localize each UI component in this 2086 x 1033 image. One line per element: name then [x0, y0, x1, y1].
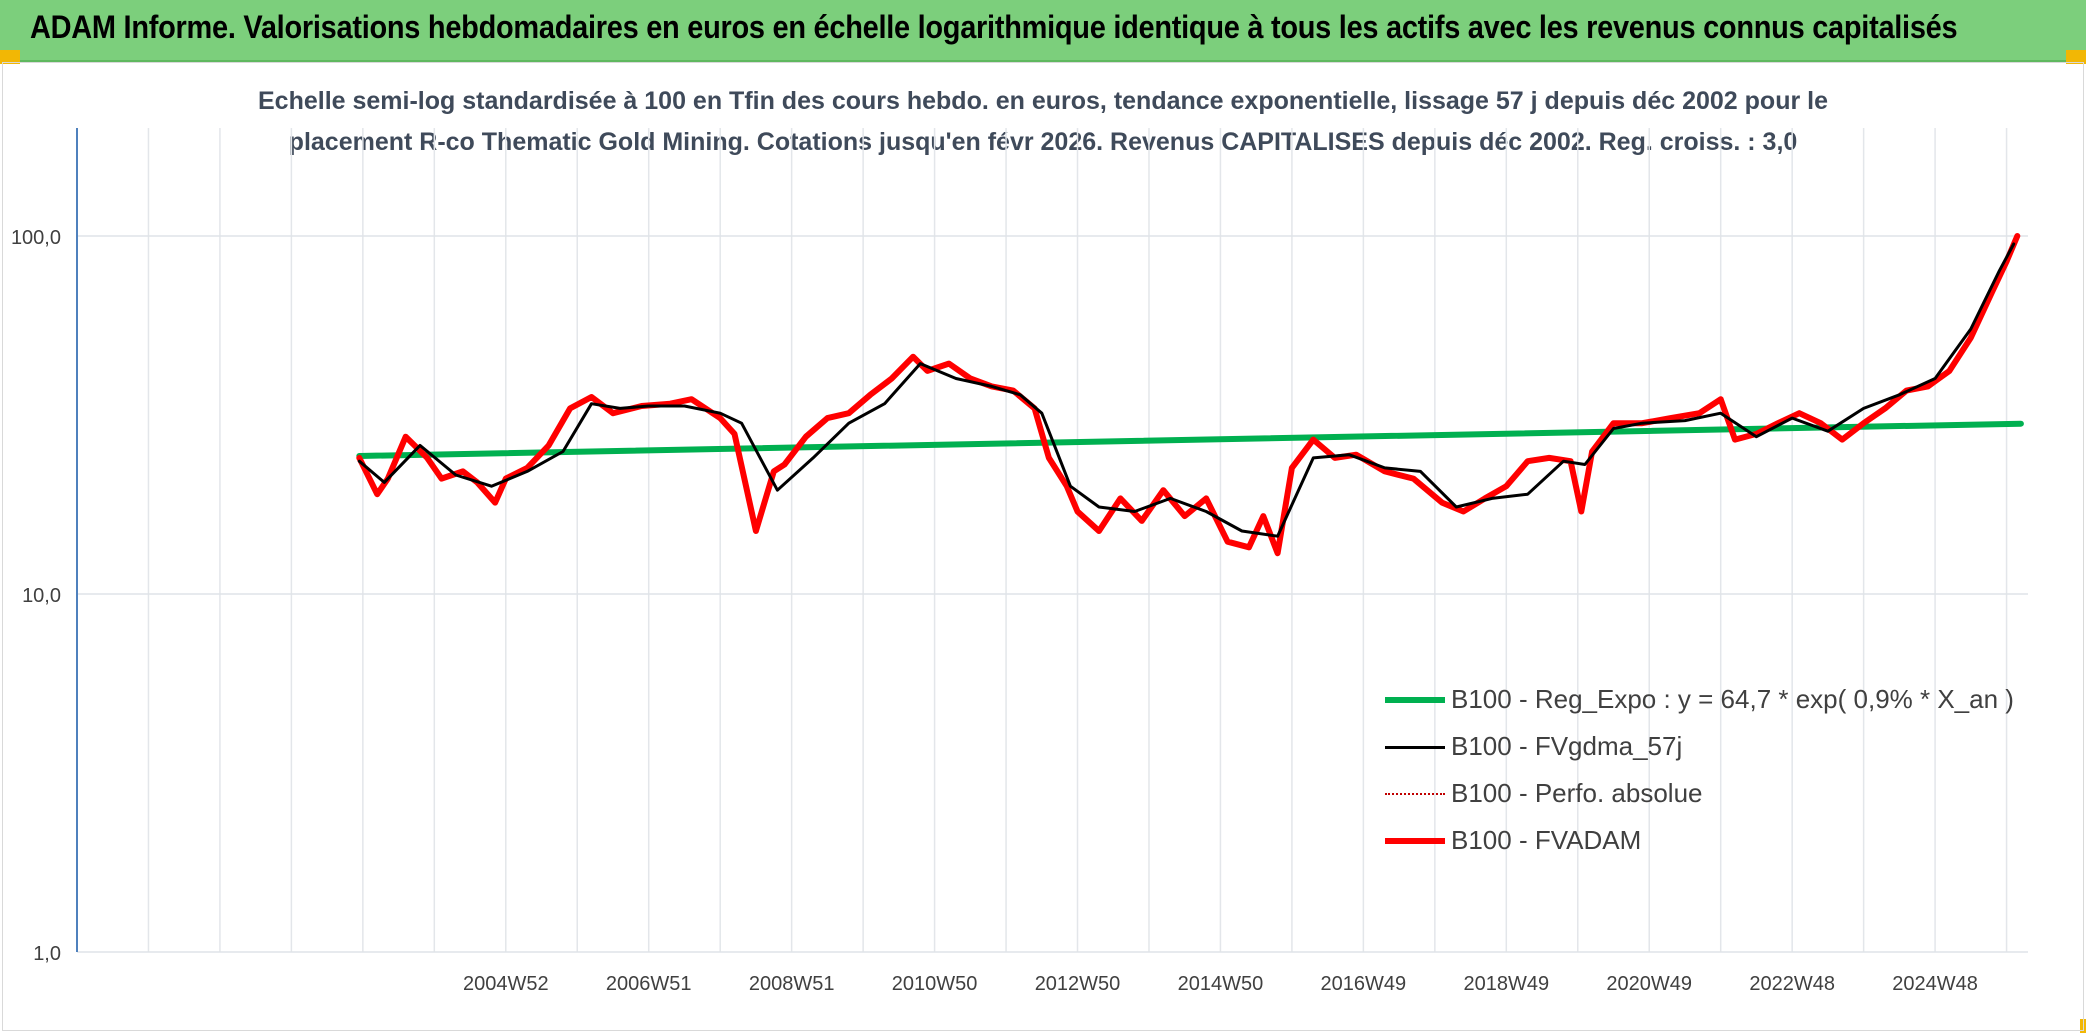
x-tick-label: 2020W49: [1606, 973, 1692, 995]
header-title: ADAM Informe. Valorisations hebdomadaire…: [30, 9, 1958, 45]
legend-label-1: B100 - FVgdma_57j: [1451, 731, 1683, 761]
series-line-3: [356, 233, 2021, 557]
legend-label-3: B100 - FVADAM: [1451, 825, 1642, 855]
chart-title-line2: placement R-co Thematic Gold Mining. Cot…: [288, 128, 1798, 156]
corner-marker-top-left: [0, 50, 20, 64]
x-tick-label: 2016W49: [1321, 973, 1407, 995]
legend-swatch-1: [1385, 745, 1445, 749]
series-line-1: [357, 242, 2016, 538]
y-tick-label: 10,0: [22, 585, 61, 607]
x-tick-label: 2024W48: [1892, 973, 1978, 995]
header-bar: ADAM Informe. Valorisations hebdomadaire…: [0, 0, 2086, 62]
x-tick-label: 2004W52: [463, 973, 549, 995]
x-tick-label: 2006W51: [606, 973, 692, 995]
corner-marker-top-right: [2066, 50, 2086, 64]
x-tick-label: 2012W50: [1035, 973, 1121, 995]
legend-label-2: B100 - Perfo. absolue: [1451, 778, 1703, 808]
y-tick-label: 1,0: [33, 943, 61, 965]
legend-label-0: B100 - Reg_Expo : y = 64,7 * exp( 0,9% *…: [1451, 684, 2014, 714]
legend-swatch-3: [1385, 838, 1445, 844]
x-tick-label: 2008W51: [749, 973, 835, 995]
chart-title-line1: Echelle semi-log standardisée à 100 en T…: [258, 87, 1828, 115]
legend-swatch-2: [1385, 793, 1445, 795]
chart-frame: [2, 62, 2084, 1031]
x-tick-label: 2014W50: [1178, 973, 1264, 995]
x-tick-label: 2022W48: [1749, 973, 1835, 995]
legend-swatch-0: [1385, 697, 1445, 703]
x-tick-label: 2018W49: [1463, 973, 1549, 995]
x-tick-label: 2010W50: [892, 973, 978, 995]
y-tick-label: 100,0: [11, 227, 61, 249]
